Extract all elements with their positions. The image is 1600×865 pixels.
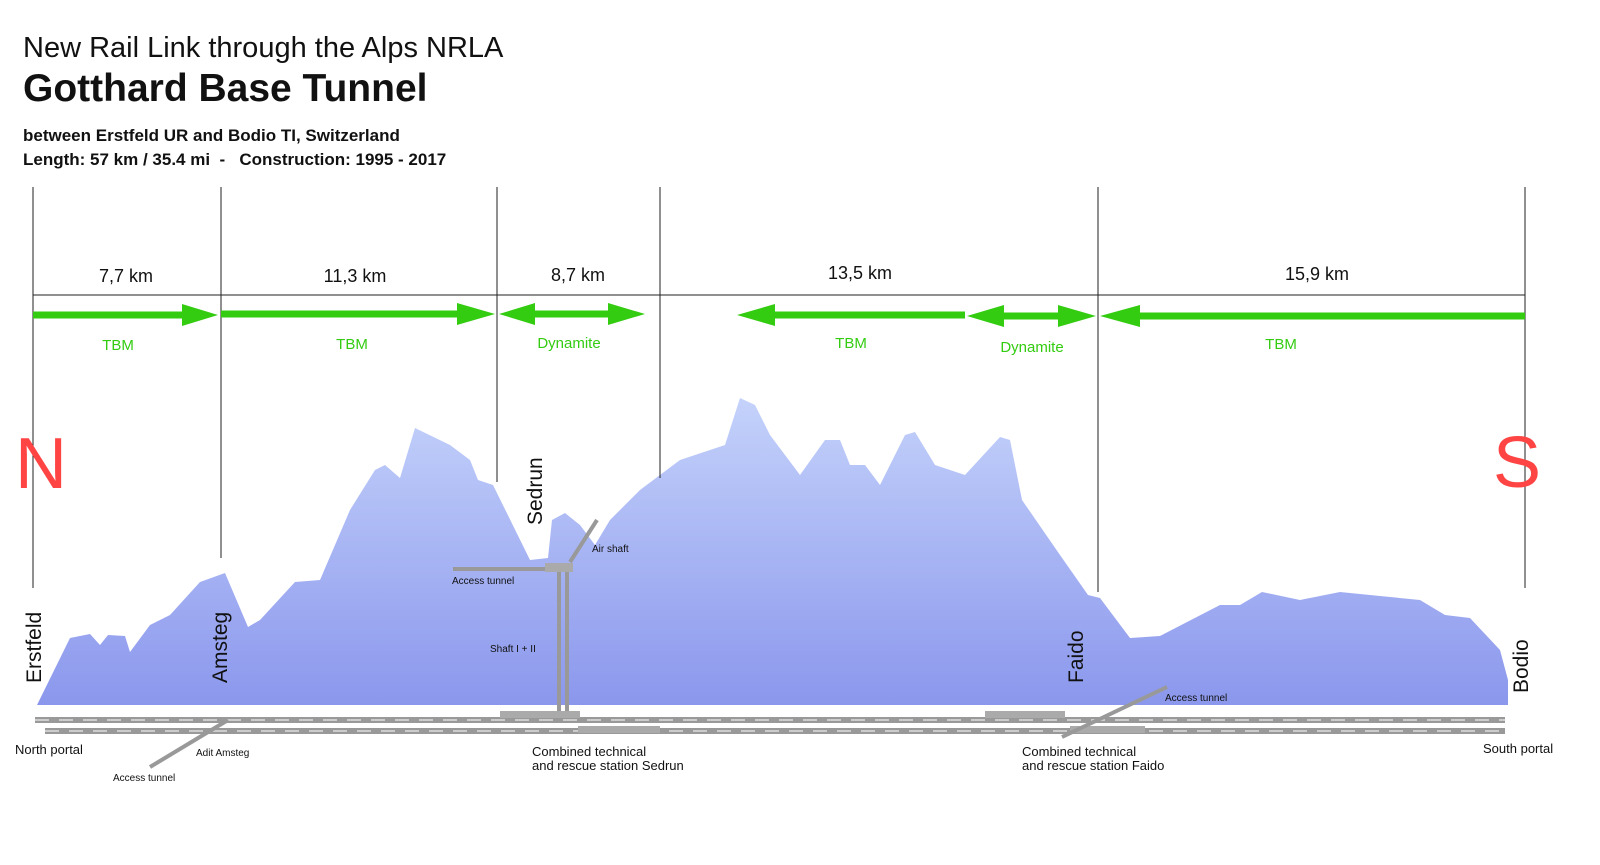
method: TBM (102, 337, 134, 354)
label: Adit Amsteg (196, 748, 249, 759)
section-lines (32, 187, 1526, 592)
label: Shaft I + II (490, 644, 536, 655)
label: Combined technical (532, 744, 646, 759)
info: Length: 57 km / 35.4 mi - Construction: … (23, 150, 446, 169)
label: and rescue station Sedrun (532, 758, 684, 773)
title: Gotthard Base Tunnel (23, 67, 427, 110)
overline: New Rail Link through the Alps NRLA (23, 32, 504, 64)
method: TBM (1265, 336, 1297, 353)
place: Faido (1065, 630, 1088, 683)
section-length: 13,5 km (828, 263, 892, 283)
place: Sedrun (524, 457, 547, 525)
place: Erstfeld (23, 612, 46, 683)
label: and rescue station Faido (1022, 758, 1164, 773)
arrows (33, 303, 1525, 327)
place: Amsteg (209, 612, 232, 683)
place: Bodio (1510, 639, 1533, 693)
method: Dynamite (537, 335, 600, 352)
method: TBM (336, 336, 368, 353)
section-length: 15,9 km (1285, 264, 1349, 284)
compass: N (15, 424, 67, 504)
label: South portal (1483, 741, 1553, 756)
tunnels (35, 518, 1505, 769)
mountain-profile (37, 398, 1508, 705)
section-length: 11,3 km (324, 266, 387, 286)
label: Access tunnel (452, 576, 514, 587)
label: Access tunnel (1165, 693, 1227, 704)
subtitle: between Erstfeld UR and Bodio TI, Switze… (23, 126, 400, 145)
compass: S (1493, 423, 1541, 503)
method: Dynamite (1000, 339, 1063, 356)
label: Combined technical (1022, 744, 1136, 759)
label: Air shaft (592, 544, 629, 555)
label: North portal (15, 742, 83, 757)
method: TBM (835, 335, 867, 352)
label: Access tunnel (113, 773, 175, 784)
section-length: 8,7 km (551, 265, 605, 285)
section-length: 7,7 km (99, 266, 153, 286)
